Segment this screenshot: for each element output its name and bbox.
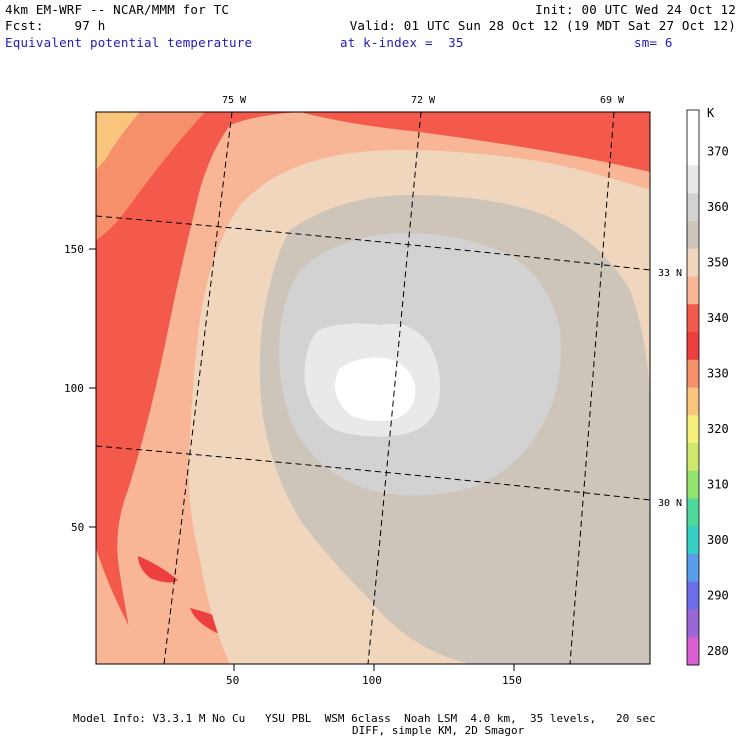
theta-e-field xyxy=(96,112,650,664)
lon-label-72w: 72 W xyxy=(411,95,436,106)
colorbar-label: 320 xyxy=(707,422,729,436)
colorbar-swatch xyxy=(687,137,699,166)
colorbar-swatch xyxy=(687,526,699,555)
field-name: Equivalent potential temperature xyxy=(5,35,253,50)
colorbar-swatch xyxy=(687,304,699,333)
colorbar-swatch xyxy=(687,332,699,361)
colorbar-swatch xyxy=(687,359,699,388)
colorbar-label: 350 xyxy=(707,256,729,270)
colorbar-label: 310 xyxy=(707,478,729,492)
model-info: Model Info: V3.3.1 M No Cu YSU PBL WSM 6… xyxy=(73,712,656,725)
colorbar-swatch xyxy=(687,221,699,250)
colorbar-swatch xyxy=(687,443,699,472)
colorbar-label: 290 xyxy=(707,589,729,603)
forecast-hour: Fcst: 97 h xyxy=(5,18,106,33)
colorbar-unit: K xyxy=(707,106,715,120)
colorbar-swatch xyxy=(687,470,699,499)
field-band-330 xyxy=(96,112,205,240)
colorbar-swatch xyxy=(687,248,699,277)
colorbar: 370 360 350 340 330 320 310 300 290 280 xyxy=(686,109,729,666)
colorbar-swatch xyxy=(687,110,699,139)
x-tick-100: 100 xyxy=(362,674,382,687)
x-tick-50: 50 xyxy=(226,674,239,687)
level-index: at k-index = 35 xyxy=(340,35,464,50)
y-tick-100: 100 xyxy=(64,382,84,395)
latlon-grid xyxy=(96,112,650,664)
model-title: 4km EM-WRF -- NCAR/MMM for TC xyxy=(5,2,230,17)
colorbar-swatch xyxy=(687,581,699,610)
colorbar-label: 280 xyxy=(707,644,729,658)
x-tick-150: 150 xyxy=(502,674,522,687)
y-tick-50: 50 xyxy=(71,521,84,534)
field-band-370 xyxy=(334,357,416,421)
lon-label-75w: 75 W xyxy=(222,95,247,106)
meridian-75w xyxy=(163,112,233,664)
meridian-69w xyxy=(569,112,615,664)
colorbar-swatch xyxy=(687,637,699,666)
field-band-325 xyxy=(96,112,140,170)
colorbar-label: 340 xyxy=(707,311,729,325)
init-time: Init: 00 UTC Wed 24 Oct 12 xyxy=(535,2,736,17)
lat-label-30n: 30 N xyxy=(658,498,682,509)
model-info-line2: DIFF, simple KM, 2D Smagor xyxy=(352,724,525,737)
colorbar-label: 370 xyxy=(707,145,729,159)
meridian-72w xyxy=(367,112,422,664)
colorbar-swatch xyxy=(687,415,699,444)
colorbar-swatch xyxy=(687,498,699,527)
axis-ticks xyxy=(89,248,515,671)
parallel-33n xyxy=(96,215,650,271)
colorbar-frame xyxy=(686,109,700,666)
lat-label-33n: 33 N xyxy=(658,268,682,279)
colorbar-label: 300 xyxy=(707,533,729,547)
y-tick-150: 150 xyxy=(64,243,84,256)
colorbar-swatch xyxy=(687,165,699,194)
colorbar-label: 330 xyxy=(707,367,729,381)
colorbar-swatch xyxy=(687,387,699,416)
valid-time: Valid: 01 UTC Sun 28 Oct 12 (19 MDT Sat … xyxy=(349,18,736,33)
smoothing: sm= 6 xyxy=(634,35,673,50)
colorbar-swatch xyxy=(687,276,699,305)
colorbar-swatch xyxy=(687,554,699,583)
lon-label-69w: 69 W xyxy=(600,95,625,106)
parallel-30n xyxy=(96,445,650,501)
colorbar-swatch xyxy=(687,193,699,222)
colorbar-label: 360 xyxy=(707,200,729,214)
colorbar-swatch xyxy=(687,609,699,638)
